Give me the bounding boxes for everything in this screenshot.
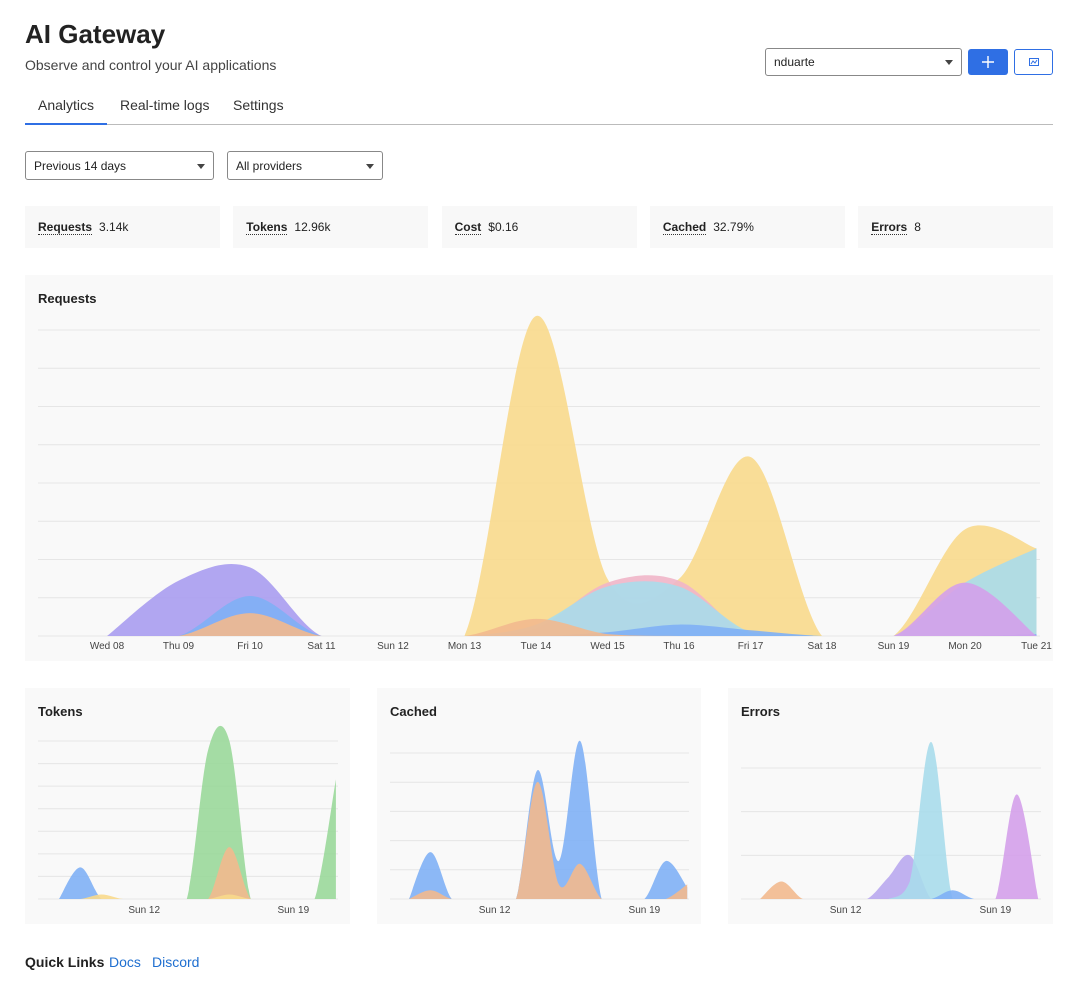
area [59, 867, 336, 899]
x-tick-label: Thu 16 [663, 641, 695, 652]
date-filter[interactable]: Previous 14 days [25, 151, 214, 180]
stat-label: Cost [454, 219, 482, 235]
area [409, 781, 688, 899]
chart-title: Tokens [38, 704, 83, 719]
stat-card: Cost $0.16 [441, 206, 637, 248]
stat-card: Requests 3.14k [25, 206, 220, 248]
stat-value: 8 [914, 220, 921, 234]
add-button[interactable] [968, 49, 1008, 75]
tab-divider [25, 124, 1053, 125]
stat-value: 32.79% [713, 220, 754, 234]
stat-label: Errors [871, 219, 908, 235]
x-tick-label: Sun 12 [479, 905, 511, 916]
subtitle: Observe and control your AI applications [25, 57, 277, 73]
active-tab-indicator [25, 123, 107, 125]
x-tick-label: Sun 12 [830, 905, 862, 916]
x-tick-label: Fri 10 [237, 641, 263, 652]
stat-card: Errors 8 [858, 206, 1054, 248]
stat-card: Cached 32.79% [649, 206, 845, 248]
area [59, 894, 336, 899]
x-tick-label: Mon 13 [448, 641, 482, 652]
area [59, 725, 336, 899]
stat-value: 12.96k [294, 220, 331, 234]
area [107, 613, 1037, 636]
chart-card: Errors Sun 12 Sun 19 [728, 688, 1053, 924]
area [760, 794, 1039, 899]
stat-label: Requests [38, 219, 93, 235]
area [107, 582, 1037, 636]
x-tick-label: Sun 19 [980, 905, 1012, 916]
x-tick-label: Tue 14 [521, 641, 552, 652]
x-tick-label: Thu 09 [163, 641, 195, 652]
stat-value: 3.14k [99, 220, 129, 234]
quick-link[interactable]: Discord [152, 954, 200, 970]
area [409, 740, 688, 899]
quick-link[interactable]: Docs [109, 954, 141, 970]
tab[interactable]: Analytics [38, 97, 95, 113]
x-tick-label: Sun 19 [629, 905, 661, 916]
filter-text: All providers [236, 158, 303, 173]
area [760, 881, 1039, 899]
chart-title: Cached [390, 704, 437, 719]
chart: Sun 12 Sun 19 [38, 725, 338, 916]
chart-icon [1028, 58, 1039, 66]
x-tick-label: Sun 12 [128, 905, 160, 916]
x-tick-label: Sun 12 [377, 641, 409, 652]
chart: Sun 12 Sun 19 [390, 740, 689, 916]
stat-label: Cached [662, 219, 707, 235]
chart: Sun 12 Sun 19 [741, 741, 1041, 916]
docs-button[interactable] [1014, 49, 1053, 75]
chart-card: Cached Sun 12 Sun 19 [377, 688, 701, 924]
page-title: AI Gateway [25, 19, 166, 49]
x-tick-label: Sun 19 [277, 905, 309, 916]
filter-text: Previous 14 days [34, 158, 127, 173]
area [107, 315, 1037, 636]
tab[interactable]: Real-time logs [120, 97, 210, 113]
account-select[interactable]: nduarte [765, 48, 962, 76]
chart-card: Requests Wed 08 Thu 09 Fri 10 Sat 11 Sun 12 M… [25, 275, 1053, 661]
x-tick-label: Fri 17 [738, 641, 764, 652]
chart-title: Requests [38, 291, 97, 306]
x-tick-label: Wed 08 [90, 641, 125, 652]
x-tick-label: Sat 18 [808, 641, 837, 652]
provider-filter[interactable]: All providers [227, 151, 383, 180]
x-tick-label: Wed 15 [590, 641, 625, 652]
account-name: nduarte [774, 55, 815, 69]
x-tick-label: Mon 20 [948, 641, 982, 652]
chart-title: Errors [741, 704, 781, 719]
chart-card: Tokens Sun 12 Sun 19 [25, 688, 350, 924]
x-tick-label: Sat 11 [307, 641, 336, 652]
stat-value: $0.16 [488, 220, 519, 234]
stat-label: Tokens [246, 219, 288, 235]
x-tick-label: Sun 19 [878, 641, 910, 652]
tab[interactable]: Settings [233, 97, 284, 113]
plus-icon [982, 56, 994, 68]
x-tick-label: Tue 21 [1021, 641, 1052, 652]
area [760, 854, 1039, 899]
chart: Wed 08 Thu 09 Fri 10 Sat 11 Sun 12 Mon 13 Tue … [38, 315, 1052, 652]
stat-card: Tokens 12.96k [233, 206, 429, 248]
quick-links-label: Quick Links [25, 954, 105, 970]
